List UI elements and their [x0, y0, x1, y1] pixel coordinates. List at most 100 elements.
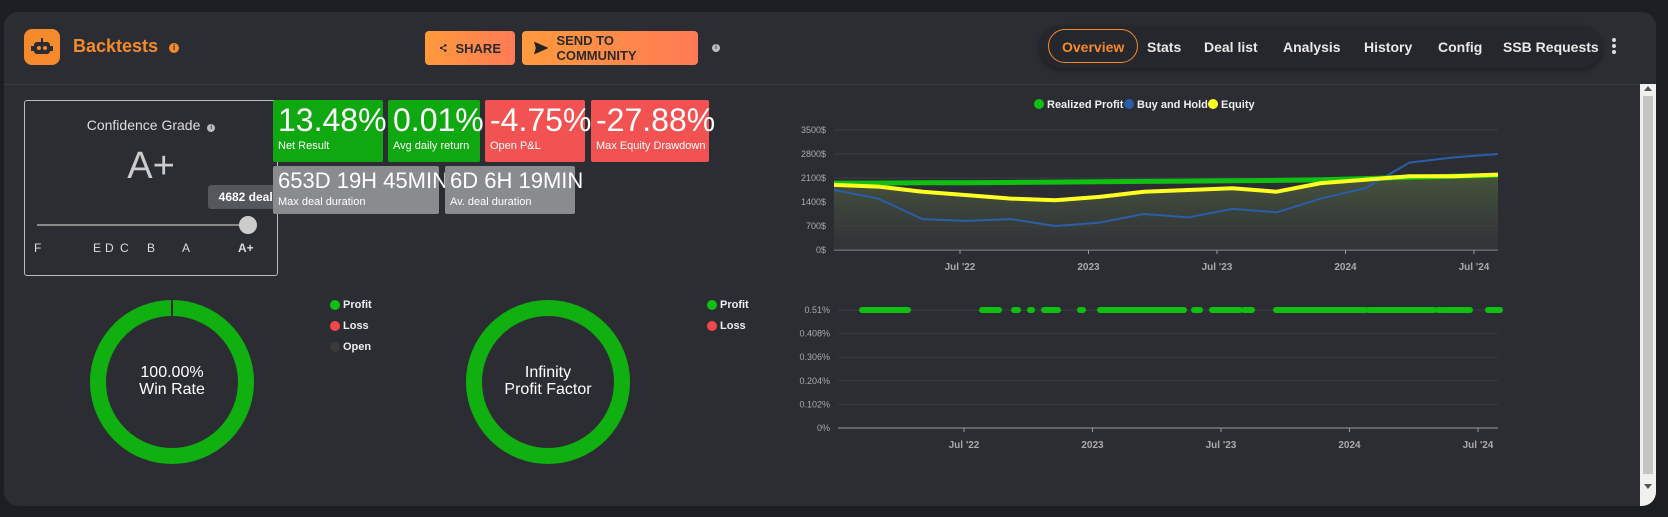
scatter-y-tick: 0.51% [804, 305, 830, 315]
profit-factor-legend-loss[interactable]: Loss [707, 320, 746, 332]
profit-point [859, 307, 911, 313]
scatter-y-tick: 0.408% [799, 329, 830, 339]
backtests-panel: Backtests i SHARE SEND TO COMMUNITY i Ov… [4, 12, 1656, 506]
line-chart-y-tick: 3500$ [801, 125, 826, 135]
scatter-y-tick: 0% [817, 423, 830, 433]
line-chart-x-tick: 2023 [1077, 262, 1100, 273]
win-rate-legend-profit[interactable]: Profit [330, 299, 372, 311]
grade-title: Confidence Grade i [25, 117, 277, 133]
legend-realized-profit-dot [1034, 99, 1044, 109]
line-chart-y-tick: 2100$ [801, 173, 826, 183]
line-chart-y-tick: 1400$ [801, 197, 826, 207]
scroll-up-arrow-icon[interactable] [1644, 86, 1652, 91]
series-buy-and-hold [833, 153, 1499, 227]
profit-point [1041, 307, 1061, 313]
scatter-x-tick: Jul '22 [949, 440, 980, 451]
grade-label-a: A [182, 241, 191, 255]
profit-point [1209, 307, 1243, 313]
tab-config[interactable]: Config [1438, 39, 1483, 55]
community-info-icon[interactable]: i [712, 44, 720, 52]
equity-area [834, 174, 1498, 250]
confidence-grade-card: Confidence Grade i A+ 4682 deals F E D C… [24, 100, 290, 276]
grade-label-aplus: A+ [238, 241, 254, 255]
line-chart-x-tick: Jul '22 [945, 262, 976, 273]
vertical-scrollbar[interactable] [1640, 84, 1656, 506]
series-equity [833, 172, 1499, 203]
page-title: Backtests i [73, 36, 180, 57]
profit-point [1097, 307, 1187, 313]
profit-factor-legend-profit[interactable]: Profit [707, 299, 749, 311]
win-rate-donut [90, 300, 254, 464]
win-rate-legend-open[interactable]: Open [330, 341, 371, 353]
share-button[interactable]: SHARE [425, 31, 515, 65]
profit-point [1191, 307, 1203, 313]
scatter-y-tick: 0.102% [799, 399, 830, 409]
grade-label-e: E [93, 241, 102, 255]
nav-tabs: Overview Stats Deal list Analysis Histor… [1040, 26, 1602, 68]
scatter-x-tick: 2024 [1338, 440, 1361, 451]
metric-avg-deal-duration: 6D 6H 19MIN Av. deal duration [445, 166, 583, 214]
grade-info-icon[interactable]: i [207, 124, 216, 132]
tab-stats[interactable]: Stats [1147, 39, 1182, 55]
share-icon [439, 44, 447, 52]
tab-history[interactable]: History [1364, 39, 1413, 55]
line-chart-legend: Realized Profit Buy and Hold Equity [1034, 99, 1255, 111]
metric-avg-daily-return: 0.01% Avg daily return [388, 100, 484, 162]
info-icon[interactable]: i [169, 42, 180, 53]
profit-point [1485, 307, 1503, 313]
line-chart-x-tick: Jul '23 [1202, 262, 1233, 273]
grade-label-d: D [105, 241, 114, 255]
profit-point [1011, 307, 1021, 313]
grade-label-f: F [34, 241, 42, 255]
robot-logo-icon [24, 29, 60, 65]
metric-max-equity-drawdown: -27.88% Max Equity Drawdown [591, 100, 715, 162]
daily-return-scatter-chart: 0% 0.102% 0.204% 0.306% 0.408% 0.51% Jul '22 2… [799, 305, 1503, 451]
grade-label-b: B [147, 241, 156, 255]
profit-point [1241, 307, 1255, 313]
grade-slider-handle[interactable] [239, 216, 257, 234]
tab-ssb-requests[interactable]: SSB Requests [1503, 39, 1599, 55]
scatter-x-tick: Jul '24 [1463, 440, 1494, 451]
scatter-x-tick: 2023 [1081, 440, 1104, 451]
scatter-y-tick: 0.306% [799, 352, 830, 362]
profit-factor-label: Infinity Profit Factor [504, 364, 592, 398]
scatter-y-tick: 0.204% [799, 376, 830, 386]
legend-equity[interactable]: Equity [1221, 99, 1255, 111]
grade-label-c: C [120, 241, 129, 255]
profit-point [1273, 307, 1369, 313]
line-chart-y-tick: 0$ [816, 245, 826, 255]
grade-slider-track [37, 224, 247, 226]
tab-deal-list[interactable]: Deal list [1204, 39, 1258, 55]
line-chart-x-tick: 2024 [1334, 262, 1357, 273]
equity-line-chart: Realized Profit Buy and Hold Equity 0$ 70… [801, 99, 1499, 273]
header: Backtests i SHARE SEND TO COMMUNITY i Ov… [4, 12, 1656, 85]
scroll-down-arrow-icon[interactable] [1644, 484, 1652, 489]
grade-scale: F E D C B A A+ [25, 241, 277, 257]
win-rate-legend-loss[interactable]: Loss [330, 320, 369, 332]
metric-net-result: 13.48% Net Result [273, 100, 387, 162]
profit-point [979, 307, 1002, 313]
tab-overview[interactable]: Overview [1048, 29, 1139, 63]
profit-point [1441, 307, 1473, 313]
legend-realized-profit[interactable]: Realized Profit [1047, 99, 1124, 111]
profit-point [1077, 307, 1086, 313]
grade-value: A+ [127, 145, 175, 187]
line-chart-x-tick: Jul '24 [1459, 262, 1490, 273]
send-to-community-button[interactable]: SEND TO COMMUNITY [522, 31, 698, 65]
send-icon [534, 41, 549, 55]
legend-buy-and-hold[interactable]: Buy and Hold [1137, 99, 1208, 111]
profit-point [1027, 307, 1035, 313]
profit-point [1366, 307, 1437, 313]
legend-buy-and-hold-dot [1124, 99, 1134, 109]
line-chart-y-tick: 700$ [806, 221, 826, 231]
more-menu-icon[interactable] [1612, 38, 1616, 56]
metric-max-deal-duration: 653D 19H 45MIN Max deal duration [273, 166, 448, 214]
profit-factor-donut-ring [466, 300, 630, 464]
metric-open-pnl: -4.75% Open P&L [485, 100, 591, 162]
scrollbar-thumb[interactable] [1643, 96, 1653, 474]
legend-equity-dot [1208, 99, 1218, 109]
profit-factor-donut [466, 300, 630, 464]
line-chart-y-tick: 2800$ [801, 149, 826, 159]
tab-analysis[interactable]: Analysis [1283, 39, 1341, 55]
scatter-x-tick: Jul '23 [1206, 440, 1237, 451]
